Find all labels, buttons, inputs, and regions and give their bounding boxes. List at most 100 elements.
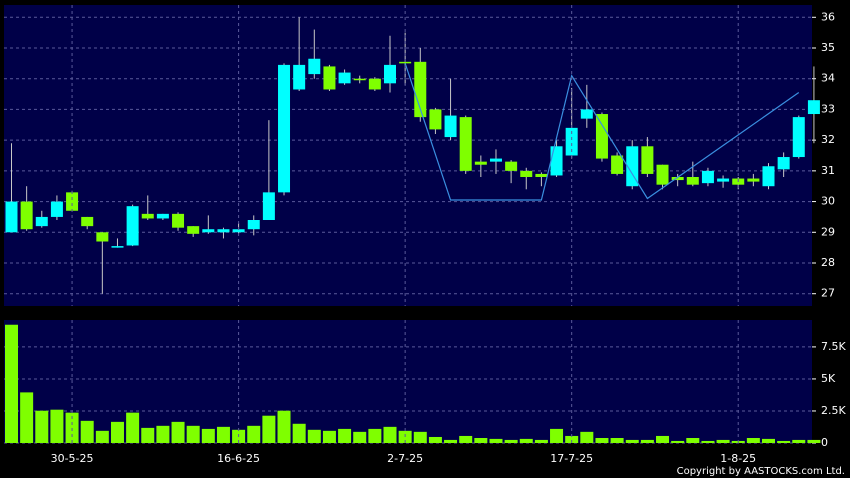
candle-body bbox=[262, 192, 275, 220]
candle-body bbox=[35, 216, 48, 227]
y-tick-label: 29 bbox=[821, 225, 835, 238]
volume-bar bbox=[201, 428, 215, 443]
candle-body bbox=[5, 201, 18, 233]
volume-bar bbox=[444, 439, 458, 443]
x-tick-label: 2-7-25 bbox=[387, 452, 423, 465]
x-tick-label: 1-8-25 bbox=[720, 452, 756, 465]
volume-bar bbox=[459, 435, 473, 443]
volume-bar bbox=[186, 425, 200, 443]
candle-body bbox=[278, 64, 291, 193]
volume-bar bbox=[126, 412, 140, 443]
candle-body bbox=[399, 61, 412, 64]
volume-bar bbox=[777, 440, 791, 443]
candle-body bbox=[293, 64, 306, 90]
volume-bar bbox=[762, 438, 775, 443]
volume-panel bbox=[4, 320, 812, 443]
candle-body bbox=[580, 109, 593, 119]
volume-bar bbox=[65, 412, 79, 443]
candle-body bbox=[66, 192, 79, 211]
volume-bar bbox=[519, 438, 533, 443]
y-tick-label: 2.5K bbox=[821, 404, 846, 417]
volume-bar bbox=[216, 426, 230, 443]
volume-bar bbox=[489, 438, 503, 443]
volume-bar bbox=[504, 439, 518, 443]
y-tick-label: 35 bbox=[821, 41, 835, 54]
candle-body bbox=[414, 61, 427, 118]
y-tick-label: 32 bbox=[821, 133, 835, 146]
candle-body bbox=[126, 206, 139, 246]
candle-body bbox=[520, 170, 533, 177]
candle-body bbox=[187, 226, 200, 234]
candle-body bbox=[656, 164, 669, 185]
candle-body bbox=[671, 177, 684, 181]
volume-bar bbox=[746, 438, 760, 443]
candle-body bbox=[777, 157, 790, 170]
volume-bar bbox=[141, 427, 155, 443]
x-tick-label: 17-7-25 bbox=[550, 452, 593, 465]
y-tick-label: 30 bbox=[821, 195, 835, 208]
volume-bar bbox=[307, 429, 321, 443]
y-tick-label: 34 bbox=[821, 72, 835, 85]
candle-body bbox=[444, 115, 457, 138]
volume-bar bbox=[565, 435, 579, 443]
candle-body bbox=[489, 158, 502, 162]
candle-body bbox=[686, 177, 699, 185]
candle-body bbox=[717, 178, 730, 182]
candle-body bbox=[323, 66, 336, 90]
candle-body bbox=[232, 229, 245, 233]
y-tick-label: 28 bbox=[821, 256, 835, 269]
candle-body bbox=[701, 170, 714, 184]
candle-body bbox=[595, 114, 608, 159]
volume-bar bbox=[625, 439, 639, 443]
volume-bar bbox=[792, 439, 806, 443]
volume-bar bbox=[701, 440, 715, 443]
x-tick-label: 30-5-25 bbox=[51, 452, 94, 465]
volume-bar bbox=[338, 428, 352, 443]
candle-body bbox=[50, 201, 63, 217]
volume-bar bbox=[716, 439, 730, 443]
candle-body bbox=[429, 109, 442, 130]
candle-body bbox=[338, 72, 351, 84]
candle-body bbox=[535, 173, 548, 177]
candle-body bbox=[247, 220, 260, 230]
volume-bar bbox=[580, 431, 594, 443]
volume-bar bbox=[171, 421, 185, 443]
volume-bar bbox=[550, 428, 564, 443]
volume-bar bbox=[474, 438, 488, 443]
candle-body bbox=[641, 146, 654, 174]
volume-bar bbox=[671, 440, 685, 443]
candle-body bbox=[156, 213, 169, 219]
volume-bar bbox=[686, 438, 700, 443]
volume-bar bbox=[156, 425, 170, 443]
candle-body bbox=[611, 155, 624, 174]
candle-body bbox=[626, 146, 639, 187]
candle-body bbox=[308, 58, 321, 75]
volume-bar bbox=[95, 430, 109, 443]
volume-bar bbox=[640, 439, 654, 443]
volume-bar bbox=[277, 410, 291, 443]
candle-body bbox=[111, 246, 124, 248]
candle-body bbox=[474, 161, 487, 165]
candle-body bbox=[353, 78, 366, 81]
y-tick-label: 31 bbox=[821, 164, 835, 177]
volume-bar bbox=[50, 409, 64, 443]
volume-bar bbox=[5, 324, 18, 443]
volume-bar bbox=[383, 426, 397, 443]
volume-bar bbox=[353, 431, 367, 443]
volume-bar bbox=[610, 438, 624, 443]
candle-body bbox=[807, 100, 820, 115]
candle-body bbox=[565, 127, 578, 156]
volume-bar bbox=[368, 428, 382, 443]
price-panel bbox=[4, 5, 812, 306]
candle-body bbox=[217, 229, 230, 233]
volume-bar bbox=[413, 431, 427, 443]
candle-body bbox=[81, 216, 94, 227]
candle-body bbox=[20, 201, 33, 230]
candle-body bbox=[762, 166, 775, 187]
candle-body bbox=[505, 161, 518, 171]
candle-body bbox=[202, 229, 215, 233]
candle-body bbox=[141, 213, 154, 219]
volume-bar bbox=[322, 430, 336, 443]
candle-body bbox=[384, 64, 396, 84]
volume-bar bbox=[428, 436, 442, 443]
